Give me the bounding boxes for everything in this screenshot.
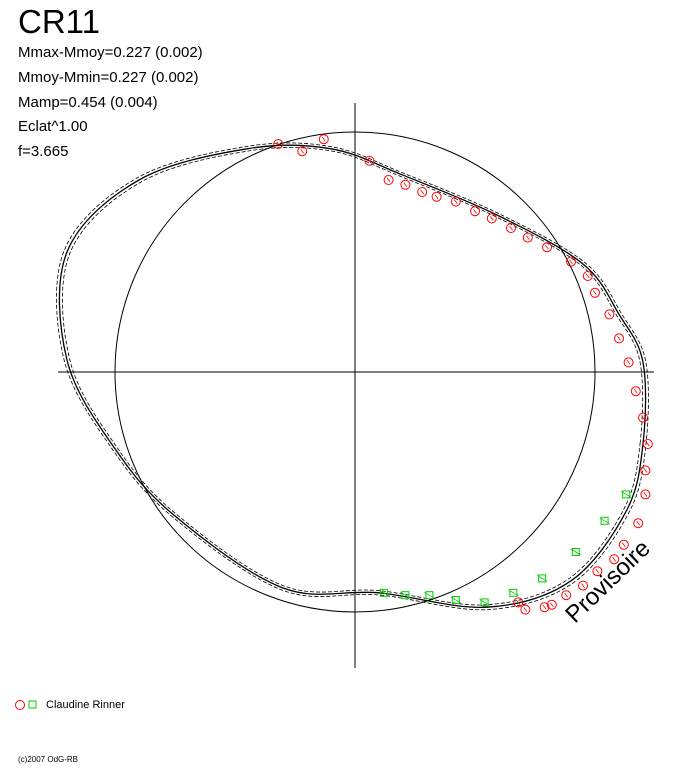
error-tick-0-23 xyxy=(643,468,648,473)
data-point-circle-12 xyxy=(522,232,533,243)
data-point-circle-14 xyxy=(566,256,576,267)
error-tick-0-20 xyxy=(633,388,638,394)
error-tick-0-3 xyxy=(367,158,372,164)
reference-circle xyxy=(114,131,596,613)
error-tick-0-33 xyxy=(523,607,528,612)
data-point-circle-4 xyxy=(383,175,394,185)
error-tick-0-6 xyxy=(420,189,425,195)
data-point-circle-18 xyxy=(614,333,624,344)
error-tick-0-2 xyxy=(321,136,326,142)
error-tick-0-17 xyxy=(607,312,612,317)
data-point-square-1 xyxy=(401,591,410,600)
data-point-circle-19 xyxy=(623,357,634,368)
data-point-circle-22 xyxy=(642,439,653,449)
data-point-square-8 xyxy=(600,516,609,525)
stat-mmoy-mmin: Mmoy-Mmin=0.227 (0.002) xyxy=(18,69,199,86)
error-tick-0-27 xyxy=(612,556,617,562)
error-tick-0-12 xyxy=(525,235,530,240)
error-tick-0-31 xyxy=(549,602,554,608)
data-point-circle-2 xyxy=(318,134,329,145)
data-point-circle-9 xyxy=(470,206,480,217)
data-point-circle-0 xyxy=(273,139,284,149)
stat-eclat: Eclat^1.00 xyxy=(18,118,88,135)
error-tick-0-25 xyxy=(636,520,641,526)
data-point-circle-21 xyxy=(638,412,648,423)
error-tick-0-10 xyxy=(489,216,494,221)
error-tick-0-18 xyxy=(617,336,621,341)
error-tick-0-11 xyxy=(509,225,513,231)
model-curve-band-2 xyxy=(56,142,649,611)
legend-markers-icon xyxy=(15,700,37,710)
error-tick-0-24 xyxy=(643,492,648,497)
model-curve-band-1 xyxy=(58,144,647,609)
error-tick-0-30 xyxy=(564,592,569,598)
data-point-circle-1 xyxy=(297,146,308,157)
data-point-circle-29 xyxy=(578,580,588,591)
error-tick-0-7 xyxy=(434,194,439,200)
error-tick-0-5 xyxy=(403,182,408,188)
error-tick-0-14 xyxy=(569,259,573,264)
data-point-circle-3 xyxy=(364,155,375,166)
data-point-circle-17 xyxy=(604,309,615,320)
data-point-square-4 xyxy=(480,598,489,607)
data-point-circle-30 xyxy=(561,590,572,601)
data-point-square-7 xyxy=(571,548,580,556)
data-point-circle-28 xyxy=(592,566,603,577)
error-tick-0-28 xyxy=(595,568,600,574)
data-point-square-2 xyxy=(425,591,434,600)
error-tick-0-26 xyxy=(621,542,626,548)
stat-frequency: f=3.665 xyxy=(18,143,69,160)
data-point-circle-33 xyxy=(520,604,531,615)
data-point-circle-31 xyxy=(546,599,557,610)
error-tick-0-0 xyxy=(276,141,281,147)
error-tick-0-34 xyxy=(516,600,521,605)
error-tick-0-16 xyxy=(593,290,597,296)
model-curve xyxy=(56,142,649,611)
error-tick-0-1 xyxy=(300,148,305,154)
error-tick-0-21 xyxy=(641,415,645,420)
data-point-circle-32 xyxy=(539,602,550,613)
data-point-circle-7 xyxy=(431,191,442,202)
data-point-circle-24 xyxy=(640,489,651,500)
data-point-circle-23 xyxy=(640,465,651,476)
stat-mamp: Mamp=0.454 (0.004) xyxy=(18,94,158,111)
error-tick-0-15 xyxy=(585,273,590,279)
data-point-square-6 xyxy=(538,574,547,583)
data-point-circle-5 xyxy=(400,179,411,190)
error-tick-0-32 xyxy=(542,604,547,610)
error-tick-0-8 xyxy=(453,199,458,204)
error-tick-0-13 xyxy=(545,244,549,250)
data-point-circle-13 xyxy=(542,242,552,253)
data-point-circle-26 xyxy=(618,539,629,550)
data-point-circle-27 xyxy=(609,554,620,565)
data-point-circle-8 xyxy=(450,196,461,207)
error-tick-0-4 xyxy=(386,177,391,183)
legend-label: Claudine Rinner xyxy=(46,699,125,711)
data-point-square-9 xyxy=(622,490,631,499)
error-tick-0-9 xyxy=(473,208,477,214)
chart-title: CR11 xyxy=(18,3,100,40)
data-point-square-0 xyxy=(379,588,388,597)
data-point-circle-10 xyxy=(486,213,497,224)
data-point-circle-25 xyxy=(633,518,644,529)
data-point-circle-11 xyxy=(506,223,516,233)
error-tick-0-29 xyxy=(581,583,585,588)
data-point-circle-6 xyxy=(417,187,428,197)
data-point-circle-34 xyxy=(513,597,524,608)
error-tick-0-19 xyxy=(626,360,631,365)
error-tick-0-22 xyxy=(645,441,650,447)
data-point-circle-16 xyxy=(590,287,600,298)
data-point-square-3 xyxy=(451,596,460,604)
legend: Claudine Rinner xyxy=(14,697,125,713)
data-point-circle-20 xyxy=(630,386,641,397)
data-points xyxy=(273,134,653,615)
stat-mmax-mmoy: Mmax-Mmoy=0.227 (0.002) xyxy=(18,44,203,61)
data-point-square-5 xyxy=(509,588,518,597)
copyright-text: (c)2007 OdG-RB xyxy=(18,755,79,764)
data-point-circle-15 xyxy=(582,271,593,281)
model-curve-band-0 xyxy=(62,147,644,606)
